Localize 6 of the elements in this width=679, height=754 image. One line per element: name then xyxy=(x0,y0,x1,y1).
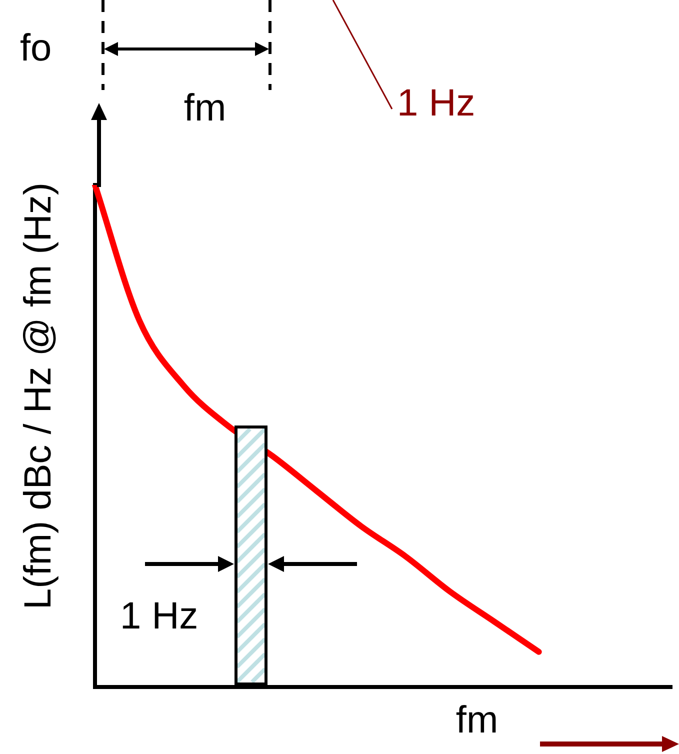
text: fo xyxy=(20,27,52,70)
text: fm xyxy=(456,699,498,742)
annotation: 1 Hz xyxy=(120,595,198,638)
text: fm xyxy=(184,87,226,130)
y-axis-title: L(fm) dBc / Hz @ fm (Hz) xyxy=(17,182,60,610)
text: 1 Hz xyxy=(397,82,476,124)
